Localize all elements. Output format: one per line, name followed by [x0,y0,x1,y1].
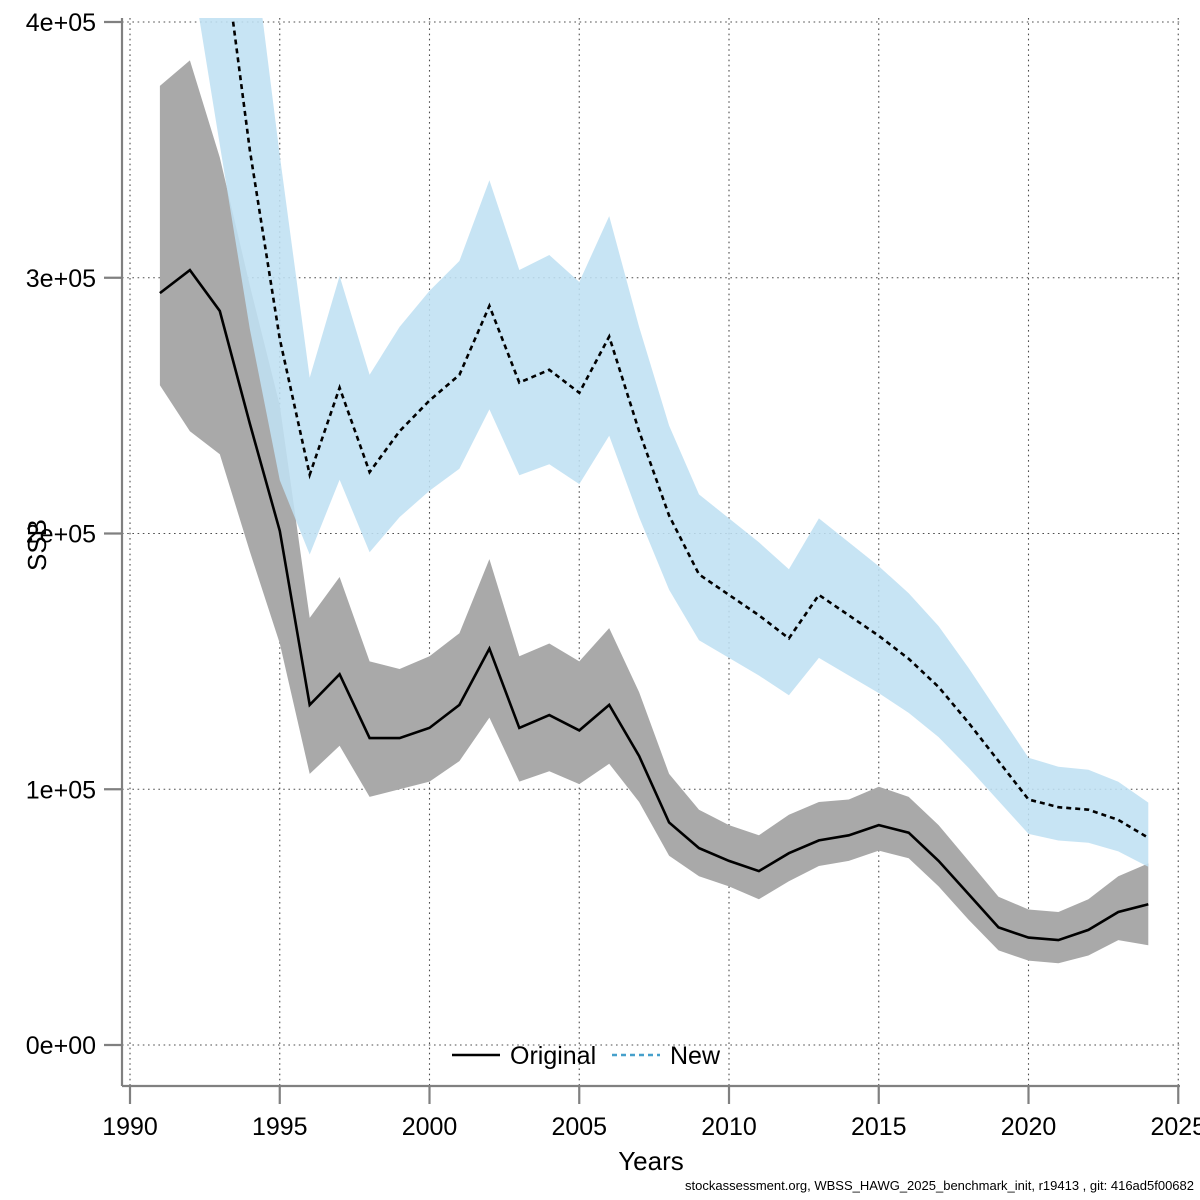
new-series-line [231,18,1149,839]
original-series-line [159,268,1149,942]
x-tick-label: 1995 [252,1113,308,1141]
x-tick-label: 2025 [1150,1113,1200,1141]
y-axis-tick-labels: 0e+00 1e+05 2e+05 3e+05 4e+05 [26,9,96,1060]
new-confidence-band [199,18,1149,867]
legend-label-new: New [670,1042,721,1070]
y-tick-label: 3e+05 [26,265,96,293]
x-axis-ticks [128,1086,1180,1104]
x-tick-label: 2015 [851,1113,907,1141]
y-tick-label: 2e+05 [26,521,96,549]
y-axis-title: SSB [22,519,52,571]
footer-attribution: stockassessment.org, WBSS_HAWG_2025_benc… [685,1178,1194,1193]
y-tick-label: 0e+00 [26,1032,96,1060]
y-axis-ticks [104,20,122,1047]
y-tick-label: 1e+05 [26,776,96,804]
original-confidence-band [159,60,1149,964]
x-axis-tick-labels: 1990 1995 2000 2005 2010 2015 2020 2025 [102,1113,1200,1141]
chart-legend: Original New [452,1042,721,1070]
y-tick-label: 4e+05 [26,9,96,37]
x-tick-label: 2020 [1001,1113,1057,1141]
x-tick-label: 2010 [701,1113,757,1141]
x-tick-label: 2005 [551,1113,607,1141]
x-axis-title: Years [618,1146,684,1176]
x-tick-label: 2000 [402,1113,458,1141]
series-layer [159,18,1149,964]
x-tick-label: 1990 [102,1113,158,1141]
legend-label-original: Original [510,1042,596,1070]
